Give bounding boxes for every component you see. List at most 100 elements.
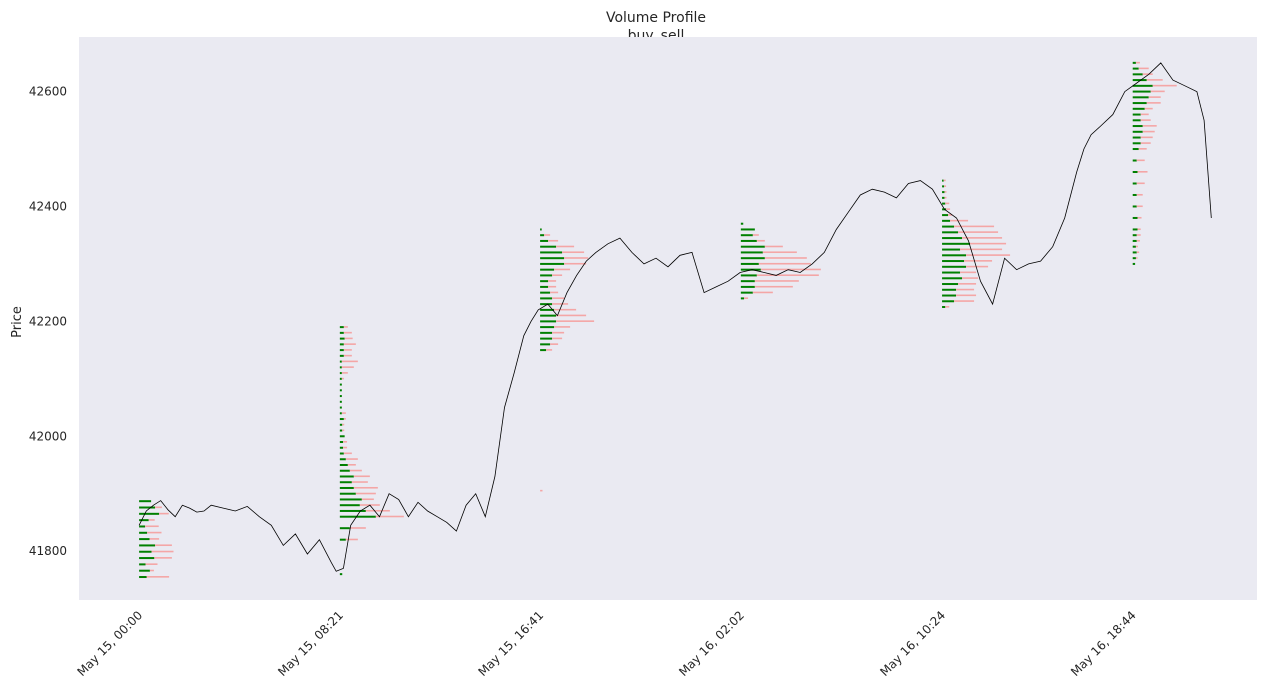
buy-volume-bar [339, 492, 356, 495]
sell-volume-bar [159, 512, 169, 515]
buy-volume-bar [1132, 136, 1141, 139]
volume-profiles [139, 61, 1177, 579]
volume-profile-5 [1132, 61, 1177, 265]
sell-volume-bar [375, 515, 404, 518]
sell-volume-bar [1135, 245, 1138, 248]
sell-volume-bar [552, 337, 563, 340]
buy-volume-bar [1132, 159, 1137, 162]
sell-volume-bar [552, 274, 563, 277]
buy-volume-bar [942, 306, 946, 309]
buy-volume-bar [339, 527, 350, 530]
sell-volume-bar [1138, 148, 1147, 150]
sell-volume-bar [760, 268, 821, 271]
sell-volume-bar [1152, 84, 1177, 87]
sell-volume-bar [950, 219, 969, 222]
buy-volume-bar [942, 191, 945, 194]
x-tick-label: May 15, 00:00 [74, 608, 145, 679]
sell-volume-bar [1135, 257, 1138, 259]
y-tick-label: 41800 [29, 544, 67, 558]
sell-volume-bar [945, 306, 950, 308]
buy-volume-bar [139, 557, 155, 560]
buy-volume-bar [339, 498, 362, 501]
buy-volume-bar [1132, 96, 1149, 99]
buy-volume-bar [540, 326, 555, 329]
buy-volume-bar [740, 297, 745, 300]
sell-volume-bar [345, 538, 358, 541]
buy-volume-bar [540, 320, 557, 323]
sell-volume-bar [345, 458, 358, 460]
buy-volume-bar [740, 280, 755, 283]
sell-volume-bar [1146, 102, 1161, 104]
buy-volume-bar [942, 225, 955, 228]
buy-volume-bar [1132, 182, 1137, 185]
buy-volume-bar [339, 452, 344, 455]
buy-volume-bar [339, 337, 345, 340]
sell-volume-bar [554, 308, 577, 311]
buy-volume-bar [1132, 67, 1139, 70]
volume-profile-2 [540, 228, 595, 492]
y-tick-label: 42600 [29, 85, 67, 99]
sell-volume-bar [341, 377, 344, 380]
sell-volume-bar [762, 251, 797, 254]
sell-volume-bar [758, 262, 811, 265]
buy-volume-bar [942, 300, 955, 303]
sell-volume-bar [1136, 239, 1140, 242]
sell-volume-bar [956, 294, 977, 297]
buy-volume-bar [339, 481, 352, 484]
sell-volume-bar [343, 441, 348, 443]
buy-volume-bar [339, 418, 344, 421]
sell-volume-bar [341, 372, 348, 374]
sell-volume-bar [342, 429, 345, 432]
buy-volume-bar [740, 251, 763, 254]
buy-volume-bar [540, 285, 549, 288]
buy-volume-bar [942, 219, 951, 222]
buy-volume-bar [942, 237, 963, 240]
x-tick-label: May 16, 02:02 [676, 608, 747, 679]
buy-volume-bar [1132, 113, 1141, 116]
sell-volume-bar [744, 297, 749, 299]
sell-volume-bar [349, 469, 362, 472]
buy-volume-bar [1132, 239, 1137, 242]
buy-volume-bar [139, 544, 156, 547]
buy-volume-bar [942, 202, 946, 205]
sell-volume-bar [562, 251, 585, 254]
buy-volume-bar [339, 343, 344, 346]
buy-volume-bar [942, 254, 967, 257]
sell-volume-bar [964, 260, 993, 262]
sell-volume-bar [946, 208, 951, 210]
sell-volume-bar [1136, 159, 1145, 162]
buy-volume-bar [139, 525, 146, 528]
price-line [138, 62, 1212, 572]
buy-volume-bar [139, 531, 148, 534]
sell-volume-bar [154, 557, 172, 559]
buy-volume-bar [339, 515, 376, 518]
buy-volume-bar [1132, 262, 1136, 265]
buy-volume-bar [339, 400, 342, 403]
buy-volume-bar [540, 349, 547, 352]
sell-volume-bar [966, 254, 1011, 256]
sell-volume-bar [343, 326, 348, 328]
sell-volume-bar [564, 257, 589, 259]
sell-volume-bar [155, 544, 172, 547]
buy-volume-bar [540, 343, 551, 346]
buy-volume-bar [1132, 171, 1138, 174]
sell-volume-bar [145, 563, 158, 565]
buy-volume-bar [339, 372, 342, 375]
x-axis-ticks: May 15, 00:00 May 15, 08:21 May 15, 16:41 M… [74, 608, 1138, 679]
sell-volume-bar [754, 285, 793, 288]
buy-volume-bar [339, 429, 343, 432]
sell-volume-bar [956, 288, 975, 291]
buy-volume-bar [139, 576, 147, 579]
sell-volume-bar [343, 349, 352, 351]
buy-volume-bar [1132, 102, 1147, 105]
buy-volume-bar [942, 283, 959, 286]
buy-volume-bar [540, 245, 557, 248]
buy-volume-bar [1132, 257, 1136, 260]
sell-volume-bar [1136, 182, 1145, 185]
sell-volume-bar [548, 280, 557, 282]
buy-volume-bar [540, 234, 545, 237]
x-tick-label: May 15, 16:41 [475, 608, 546, 679]
buy-volume-bar [1132, 90, 1151, 93]
sell-volume-bar [554, 268, 571, 271]
buy-volume-bar [740, 228, 755, 231]
